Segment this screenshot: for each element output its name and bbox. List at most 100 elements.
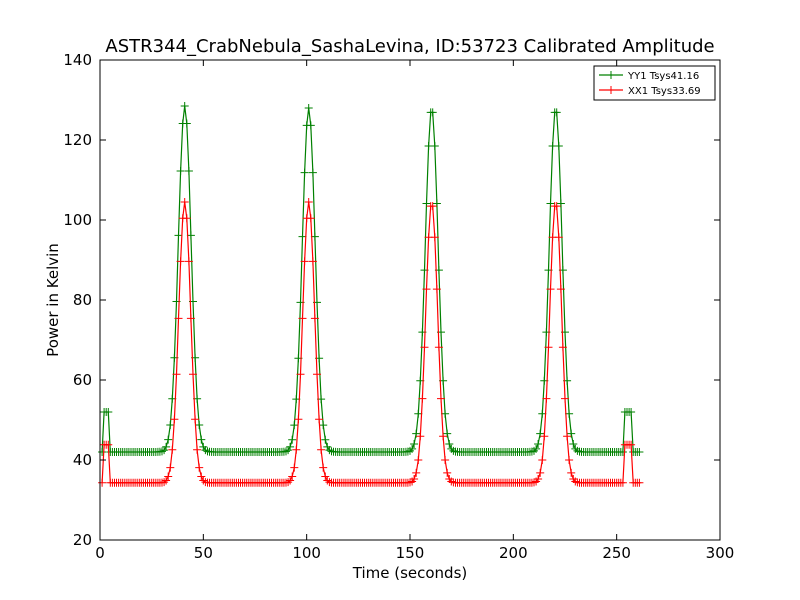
series-1-point: [571, 444, 580, 453]
series-2-point: [538, 456, 547, 464]
series-2-point: [412, 468, 421, 477]
series-2-point: [98, 478, 107, 487]
series-2-point: [565, 456, 574, 464]
series-1-point: [176, 167, 185, 175]
x-tick-label: 0: [95, 544, 105, 562]
series-1-point: [300, 168, 309, 177]
series-2-point: [627, 440, 636, 449]
series-2-point: [172, 370, 181, 379]
series-1-point: [325, 446, 334, 455]
series-1-point: [410, 440, 419, 448]
series-2-point: [184, 257, 193, 266]
series-1-point: [422, 199, 431, 208]
series-2-point: [546, 285, 555, 294]
series-1-point: [321, 435, 330, 444]
series-1-point: [556, 199, 565, 208]
series-1-point: [447, 444, 456, 453]
series-1-point: [428, 108, 437, 117]
series-2-point: [164, 472, 173, 481]
legend-entry-2: XX1 Tsys33.69: [628, 86, 701, 97]
series-2-point: [315, 415, 324, 424]
series-1-point: [182, 119, 191, 128]
series-2-point: [292, 445, 301, 454]
series-2-point: [428, 202, 437, 211]
series-1-point: [536, 429, 545, 438]
series-1-point: [306, 121, 315, 130]
series-1-point: [432, 199, 441, 208]
series-1-point: [532, 444, 541, 453]
chart-title: ASTR344_CrabNebula_SashaLevina, ID:53723…: [105, 36, 714, 57]
series-1-point: [412, 429, 421, 438]
series-2-point: [166, 463, 175, 472]
legend-entry-1: YY1 Tsys41.16: [627, 71, 699, 82]
series-2-point: [447, 477, 456, 486]
series-2-point: [534, 475, 543, 483]
series-2-point: [186, 314, 195, 323]
series-2-point: [189, 370, 197, 379]
series-2-point: [410, 475, 419, 483]
series-1-point: [635, 448, 644, 456]
series-1-point: [286, 442, 295, 451]
y-tick-label: 140: [63, 51, 92, 69]
series-1-point: [403, 447, 412, 456]
legend: YY1 Tsys41.16 XX1 Tsys33.69: [593, 65, 716, 101]
series-1-point: [534, 440, 543, 448]
series-2-point: [430, 233, 439, 242]
x-tick-label: 200: [499, 544, 528, 562]
series-1-point: [569, 440, 578, 448]
series-1-point: [104, 408, 113, 416]
series-2-point: [170, 415, 179, 424]
series-2-point: [300, 257, 309, 266]
series-2-point: [313, 370, 321, 379]
series-2-point: [542, 394, 551, 403]
series-1-point: [408, 444, 417, 453]
series-2-point: [406, 478, 414, 487]
series-2-point: [317, 445, 326, 454]
series-2-point: [304, 198, 313, 206]
series-1-point: [323, 442, 332, 451]
series-1-point: [573, 446, 582, 455]
series-2-point: [162, 476, 171, 485]
series-2-point: [174, 314, 183, 323]
y-tick-label: 40: [73, 451, 92, 469]
series-2-point: [441, 456, 450, 464]
series-2-point: [414, 456, 423, 464]
series-1-point: [282, 447, 290, 456]
series-1-point: [184, 167, 193, 175]
series-1-point: [449, 446, 458, 455]
series-2-point: [443, 468, 452, 477]
series-1-point: [445, 440, 454, 448]
series-2-point: [160, 478, 169, 487]
series-2-point: [286, 476, 295, 485]
x-tick-label: 150: [396, 544, 425, 562]
series-2-point: [439, 432, 448, 441]
series-1-point: [290, 421, 299, 430]
y-tick-label: 20: [73, 531, 92, 549]
series-2-point: [434, 343, 443, 352]
series-1-point: [288, 435, 297, 444]
series-2-point: [536, 468, 545, 477]
series-1-point: [174, 231, 183, 240]
plot-area: [98, 102, 644, 487]
series-2-point: [418, 394, 427, 403]
series-1-point: [567, 429, 576, 438]
series-2-point: [554, 233, 563, 242]
series-2-point: [298, 314, 307, 323]
series-2-point: [558, 343, 567, 352]
axes: 0 50 100 150 200 250 300 20 40 60 80 100 120 140: [63, 51, 734, 562]
x-axis-label: Time (seconds): [352, 564, 468, 582]
y-tick-label: 120: [63, 131, 92, 149]
series-1-point: [284, 446, 293, 455]
y-tick-label: 80: [73, 291, 92, 309]
series-1-point: [554, 142, 563, 150]
series-1-point: [180, 102, 189, 110]
series-2-point: [323, 476, 332, 485]
series-1-point: [530, 446, 538, 455]
series-1-point: [627, 408, 636, 416]
series-2-point: [294, 415, 303, 424]
series-2-point: [530, 478, 538, 487]
series-1-point: [197, 435, 206, 444]
x-tick-label: 100: [292, 544, 321, 562]
series-1-point: [552, 108, 561, 117]
